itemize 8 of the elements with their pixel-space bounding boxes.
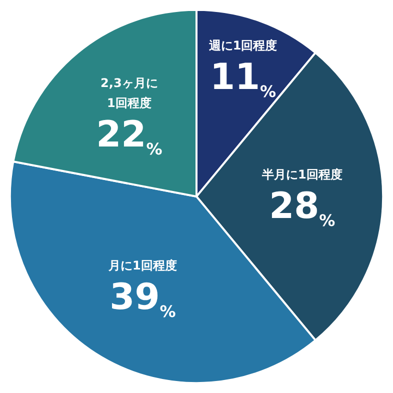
data-label: 11% [210,56,276,101]
slice-label: 月に1回程度 [108,258,177,272]
slice-label: 週に1回程度 [208,38,278,52]
slice-label: 2,3ヶ月に 1回程度 [100,76,158,110]
slice-label: 半月に1回程度 [260,168,342,182]
data-label: 39% [110,276,176,321]
data-label: 28% [269,186,336,230]
data-label: 22% [96,114,162,159]
